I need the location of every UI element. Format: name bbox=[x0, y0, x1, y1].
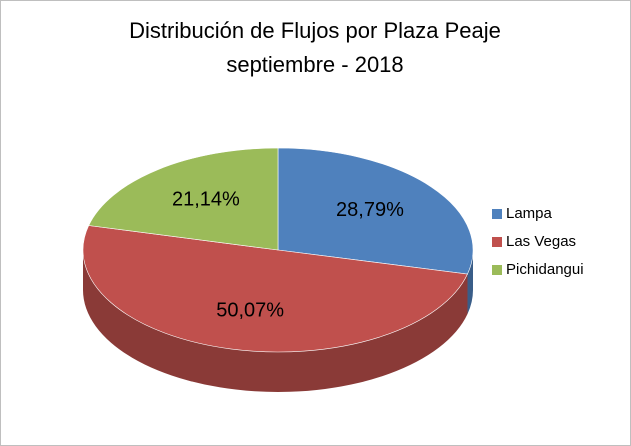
pie-slice bbox=[88, 147, 279, 251]
pie-slice bbox=[82, 225, 468, 353]
legend-swatch bbox=[492, 237, 502, 247]
legend-label: Pichidangui bbox=[506, 261, 584, 278]
legend-swatch bbox=[492, 265, 502, 275]
pie-side bbox=[467, 250, 473, 315]
data-label: 50,07% bbox=[216, 300, 284, 322]
pie-slice bbox=[277, 147, 474, 275]
legend-label: Lampa bbox=[506, 205, 553, 222]
data-label: 28,79% bbox=[336, 199, 404, 221]
chart-subtitle: septiembre - 2018 bbox=[226, 52, 403, 77]
legend-label: Las Vegas bbox=[506, 233, 576, 250]
pie-side bbox=[83, 250, 468, 393]
legend-swatch bbox=[492, 209, 502, 219]
data-label: 21,14% bbox=[172, 188, 240, 210]
chart-title: Distribución de Flujos por Plaza Peaje bbox=[129, 18, 501, 43]
